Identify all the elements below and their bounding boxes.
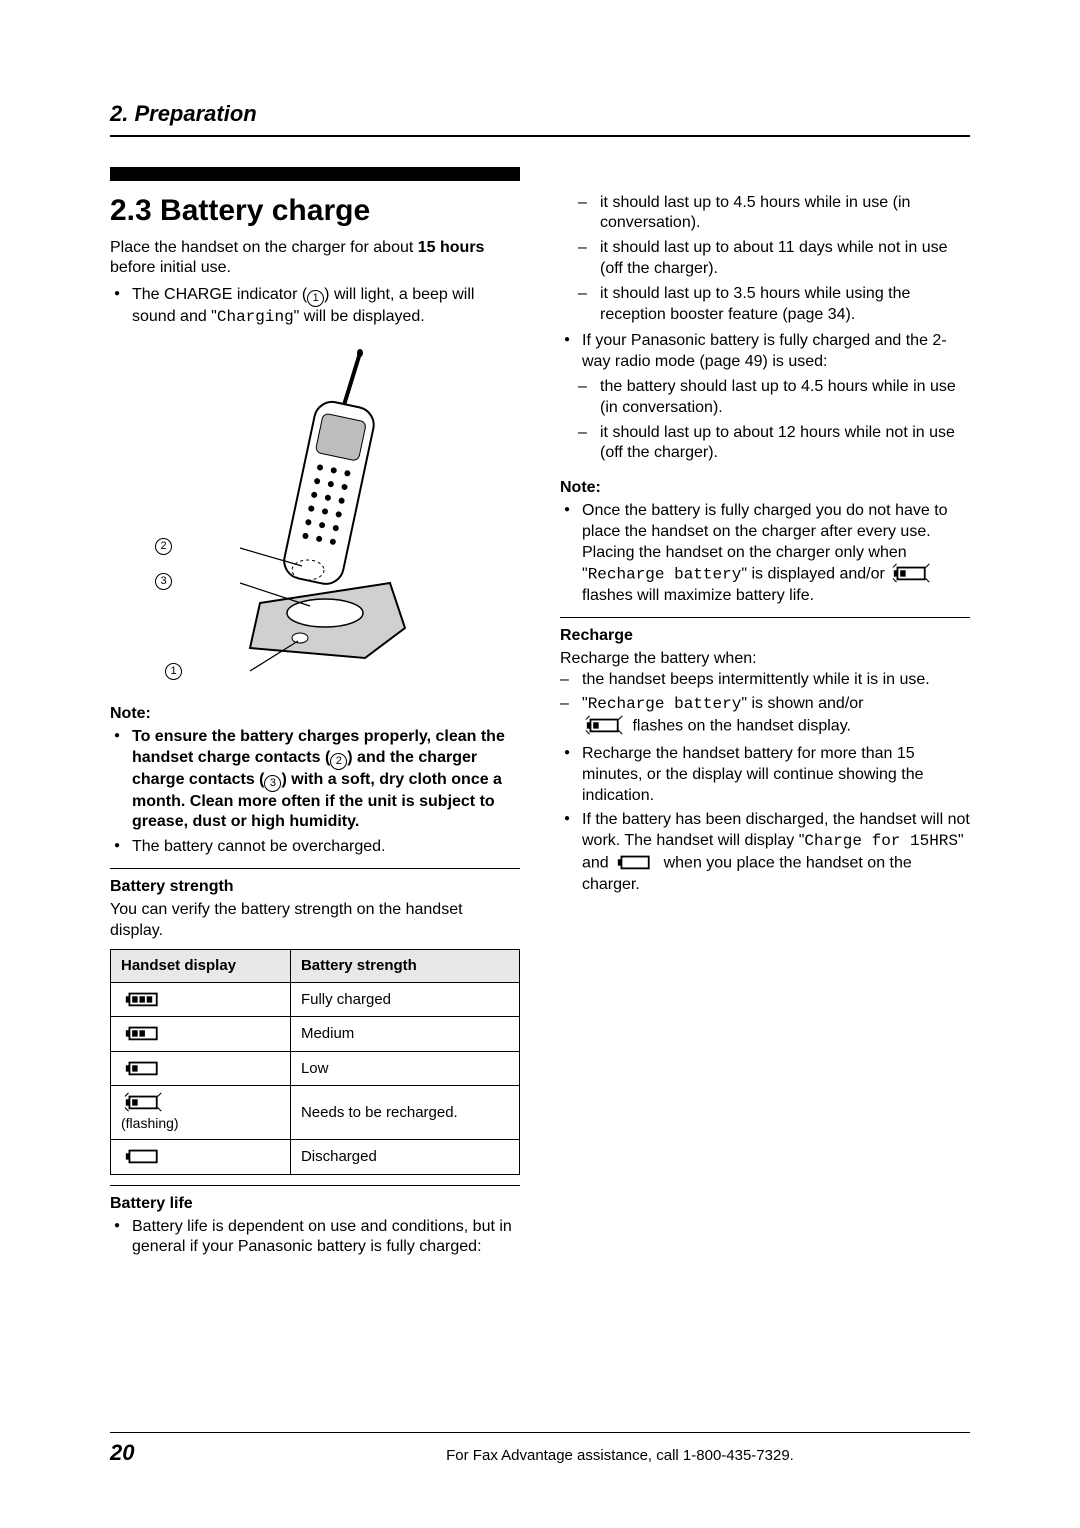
divider: [560, 617, 970, 618]
mono: Recharge battery: [588, 695, 742, 713]
note2-b1: Once the battery is fully charged you do…: [582, 501, 970, 607]
t: The CHARGE indicator (: [132, 286, 307, 303]
intro-c: before initial use.: [110, 259, 231, 276]
life-heading: Battery life: [110, 1194, 520, 1215]
cell-display: [111, 1140, 291, 1175]
chapter-heading: 2. Preparation: [110, 100, 970, 129]
t: flashes on the handset display.: [628, 718, 851, 735]
circle-2b-icon: 2: [330, 753, 347, 770]
cell-display: (flashing): [111, 1086, 291, 1140]
life-d5: it should last up to about 12 hours whil…: [600, 423, 970, 465]
page-footer: 20 For Fax Advantage assistance, call 1-…: [110, 1432, 970, 1468]
circle-1-icon: 1: [307, 290, 324, 307]
life-b2: If your Panasonic battery is fully charg…: [582, 331, 970, 373]
cell-strength: Discharged: [290, 1140, 519, 1175]
t: flashes will maximize battery life.: [582, 587, 814, 604]
table-row: Fully charged: [111, 982, 520, 1017]
note1-b1: To ensure the battery charges properly, …: [132, 727, 520, 833]
divider: [110, 1185, 520, 1186]
circle-1b-icon: 1: [165, 663, 182, 680]
life-d3: it should last up to 3.5 hours while usi…: [600, 284, 970, 326]
circle-3-icon: 3: [155, 573, 172, 590]
recharge-d1: the handset beeps intermittently while i…: [582, 670, 970, 691]
recharge-b2: If the battery has been discharged, the …: [582, 810, 970, 895]
mono: Charge for 15HRS: [804, 832, 958, 850]
handset-charger-figure: 2 3 1: [110, 348, 520, 688]
recharge-heading: Recharge: [560, 626, 970, 647]
t: " is shown and/or: [741, 695, 863, 712]
life-d2: it should last up to about 11 days while…: [600, 238, 970, 280]
cell-strength: Low: [290, 1051, 519, 1086]
cell-display: [111, 1017, 291, 1052]
table-row: Discharged: [111, 1140, 520, 1175]
strength-heading: Battery strength: [110, 877, 520, 898]
section-bar: [110, 167, 520, 181]
note1-b2: The battery cannot be overcharged.: [132, 837, 520, 858]
cell-strength: Needs to be recharged.: [290, 1086, 519, 1140]
intro-a: Place the handset on the charger for abo…: [110, 239, 418, 256]
note-label: Note:: [110, 704, 520, 725]
recharge-d2: "Recharge battery" is shown and/or flash…: [582, 694, 970, 738]
recharge-b1: Recharge the handset battery for more th…: [582, 744, 970, 806]
cell-display: [111, 982, 291, 1017]
battery-flash-icon: [889, 563, 935, 586]
table-row: Low: [111, 1051, 520, 1086]
right-column: it should last up to 4.5 hours while in …: [560, 167, 970, 1263]
cell-display: [111, 1051, 291, 1086]
circle-3b-icon: 3: [264, 775, 281, 792]
circle-2-icon: 2: [155, 538, 172, 555]
life-d1: it should last up to 4.5 hours while in …: [600, 193, 970, 235]
battery-empty-icon: [613, 852, 659, 875]
cell-strength: Fully charged: [290, 982, 519, 1017]
battery-flash-icon: [582, 715, 628, 738]
battery-table: Handset display Battery strength Fully c…: [110, 949, 520, 1175]
th-display: Handset display: [111, 950, 291, 983]
table-row: Medium: [111, 1017, 520, 1052]
intro-text: Place the handset on the charger for abo…: [110, 238, 520, 280]
divider: [110, 868, 520, 869]
footer-text: For Fax Advantage assistance, call 1-800…: [270, 1446, 970, 1466]
t: " is displayed and/or: [741, 566, 889, 583]
section-title: 2.3 Battery charge: [110, 191, 520, 230]
life-b1: Battery life is dependent on use and con…: [132, 1217, 520, 1259]
life-d4: the battery should last up to 4.5 hours …: [600, 377, 970, 419]
note2-label: Note:: [560, 478, 970, 499]
left-column: 2.3 Battery charge Place the handset on …: [110, 167, 520, 1263]
recharge-intro: Recharge the battery when:: [560, 649, 970, 670]
th-strength: Battery strength: [290, 950, 519, 983]
cell-strength: Medium: [290, 1017, 519, 1052]
mono: Charging: [217, 308, 294, 326]
page-number: 20: [110, 1439, 270, 1468]
header-rule: [110, 135, 970, 137]
mono: Recharge battery: [588, 566, 742, 584]
table-row: (flashing)Needs to be recharged.: [111, 1086, 520, 1140]
t: " will be displayed.: [294, 308, 425, 325]
intro-bold: 15 hours: [418, 239, 485, 256]
intro-bullet: The CHARGE indicator (1) will light, a b…: [132, 285, 520, 328]
handset-svg: [190, 348, 440, 688]
strength-desc: You can verify the battery strength on t…: [110, 900, 520, 942]
